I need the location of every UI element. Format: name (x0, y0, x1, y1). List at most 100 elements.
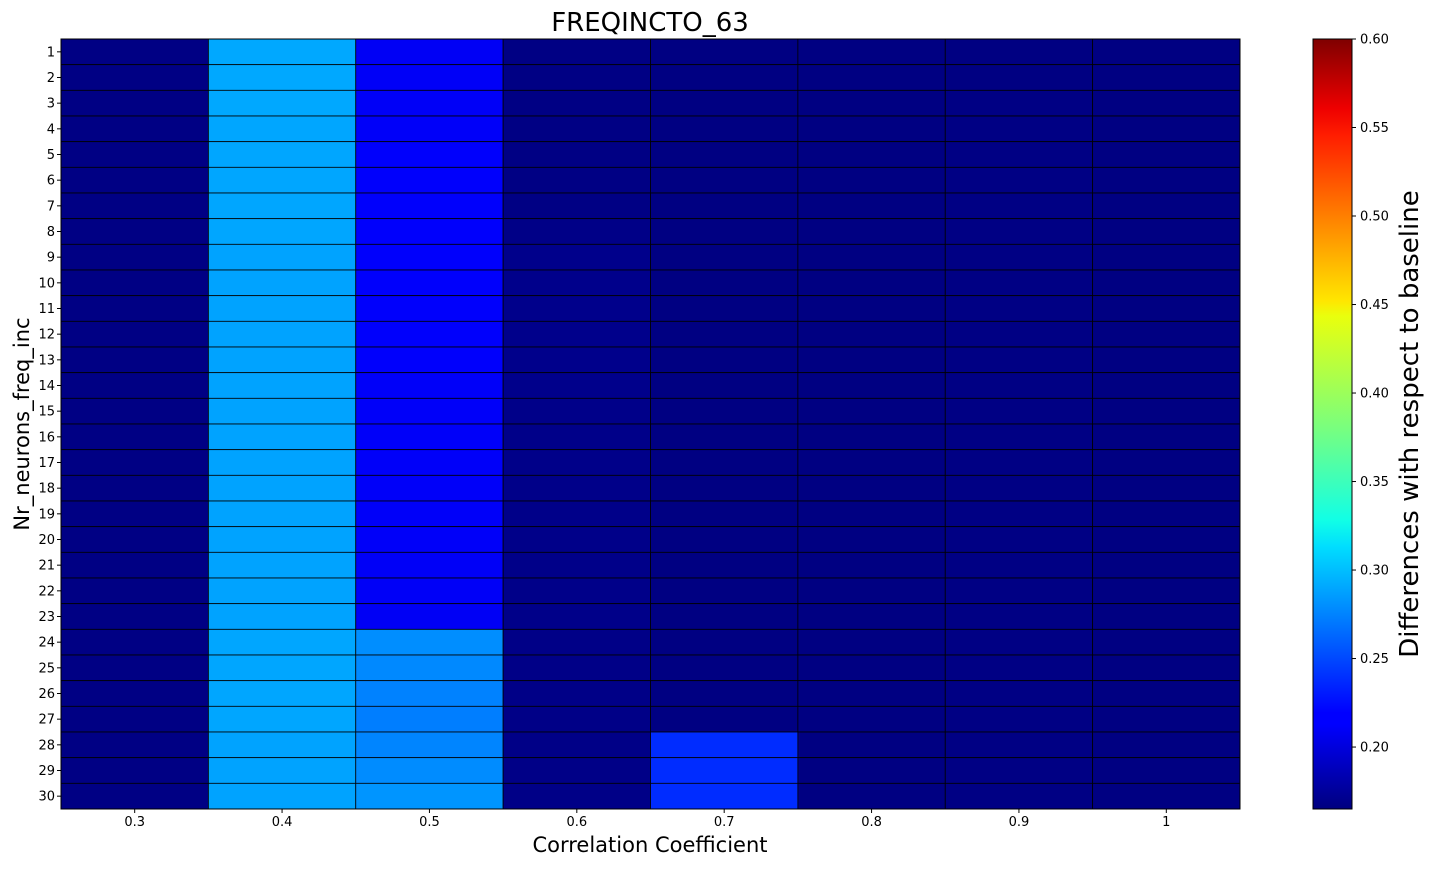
heatmap-cell (60, 731, 209, 759)
heatmap-cell (207, 628, 357, 656)
heatmap-cell (355, 141, 504, 168)
heatmap-cell (650, 731, 799, 759)
heatmap-cell (207, 64, 357, 91)
heatmap-cell (797, 474, 946, 502)
heatmap-cell (650, 346, 799, 374)
heatmap-cell (650, 89, 799, 117)
heatmap-cell (944, 166, 1094, 194)
y-tick-label: 1 (47, 45, 55, 60)
heatmap-cell (355, 680, 504, 707)
heatmap-cell (502, 269, 651, 297)
heatmap-cell (502, 243, 651, 271)
heatmap-cell (650, 320, 799, 348)
heatmap-cell (502, 295, 651, 322)
heatmap-cell (650, 705, 799, 733)
heatmap-cell (502, 218, 651, 245)
colorbar-tick-label: 0.45 (1360, 298, 1389, 313)
heatmap-cell (797, 705, 946, 733)
heatmap-cell (502, 166, 651, 194)
heatmap-cell (502, 782, 651, 810)
heatmap-cell (207, 423, 357, 451)
heatmap-cell (797, 577, 946, 605)
heatmap-cell (207, 295, 357, 322)
heatmap-cell (797, 166, 946, 194)
heatmap-cell (797, 551, 946, 579)
heatmap-cell (944, 628, 1094, 656)
heatmap-cell (797, 449, 946, 476)
heatmap-cell (60, 320, 209, 348)
heatmap-cell (355, 64, 504, 91)
heatmap-cell (502, 731, 651, 759)
heatmap-cell (797, 757, 946, 784)
y-tick-label: 5 (47, 148, 55, 163)
heatmap-cell (207, 372, 357, 399)
y-axis-ticks: 1234567891011121314151617181920212223242… (38, 45, 61, 805)
heatmap-cell (207, 141, 357, 168)
heatmap-cell (650, 218, 799, 245)
heatmap-cell (60, 577, 209, 605)
heatmap-cell (650, 500, 799, 528)
heatmap-cell (502, 757, 651, 784)
heatmap-cell (944, 449, 1094, 476)
x-axis-ticks: 0.3 0.4 0.5 0.6 0.7 0.8 0.9 1 (124, 809, 1170, 830)
heatmap-cell (502, 654, 651, 682)
heatmap-cell (502, 397, 651, 425)
heatmap-cell (1092, 64, 1241, 91)
y-tick-label: 17 (38, 456, 55, 471)
heatmap-cell (650, 38, 799, 66)
heatmap-cell (944, 38, 1094, 66)
heatmap-cell (944, 500, 1094, 528)
heatmap-cell (60, 38, 209, 66)
heatmap-cell (502, 64, 651, 91)
heatmap-cell (207, 680, 357, 707)
heatmap-cell (60, 166, 209, 194)
heatmap-cell (60, 551, 209, 579)
heatmap-cell (60, 218, 209, 245)
heatmap-cells (60, 38, 1241, 810)
heatmap-cell (355, 269, 504, 297)
heatmap-cell (60, 192, 209, 220)
heatmap-cell (355, 654, 504, 682)
heatmap-cell (207, 218, 357, 245)
heatmap-cell (355, 423, 504, 451)
heatmap-cell (355, 243, 504, 271)
y-tick-label: 25 (38, 661, 55, 676)
heatmap-cell (650, 577, 799, 605)
heatmap-cell (60, 449, 209, 476)
x-tick-label: 1 (1162, 815, 1170, 830)
y-tick-label: 6 (47, 174, 55, 189)
y-tick-label: 15 (38, 405, 55, 420)
heatmap-cell (944, 705, 1094, 733)
heatmap-cell (207, 38, 357, 66)
heatmap-cell (502, 192, 651, 220)
y-tick-label: 9 (47, 251, 55, 266)
heatmap-cell (1092, 757, 1241, 784)
heatmap-cell (944, 243, 1094, 271)
heatmap-cell (944, 731, 1094, 759)
heatmap-cell (207, 449, 357, 476)
y-tick-label: 14 (38, 379, 55, 394)
heatmap-cell (60, 295, 209, 322)
heatmap-cell (1092, 192, 1241, 220)
y-tick-label: 21 (38, 559, 55, 574)
heatmap-cell (1092, 141, 1241, 168)
heatmap-cell (502, 551, 651, 579)
heatmap-cell (944, 680, 1094, 707)
x-tick-label: 0.6 (566, 815, 587, 830)
colorbar-tick-label: 0.40 (1360, 387, 1389, 402)
heatmap-cell (797, 731, 946, 759)
heatmap-cell (355, 526, 504, 553)
heatmap-cell (1092, 526, 1241, 553)
heatmap-cell (797, 141, 946, 168)
y-tick-label: 18 (38, 482, 55, 497)
heatmap-cell (1092, 731, 1241, 759)
heatmap-cell (355, 551, 504, 579)
heatmap-cell (797, 243, 946, 271)
heatmap-cell (797, 218, 946, 245)
x-tick-label: 0.8 (861, 815, 882, 830)
colorbar-tick-label: 0.55 (1360, 121, 1389, 136)
heatmap-cell (355, 705, 504, 733)
heatmap-cell (1092, 372, 1241, 399)
y-tick-label: 20 (38, 533, 55, 548)
heatmap-cell (797, 372, 946, 399)
